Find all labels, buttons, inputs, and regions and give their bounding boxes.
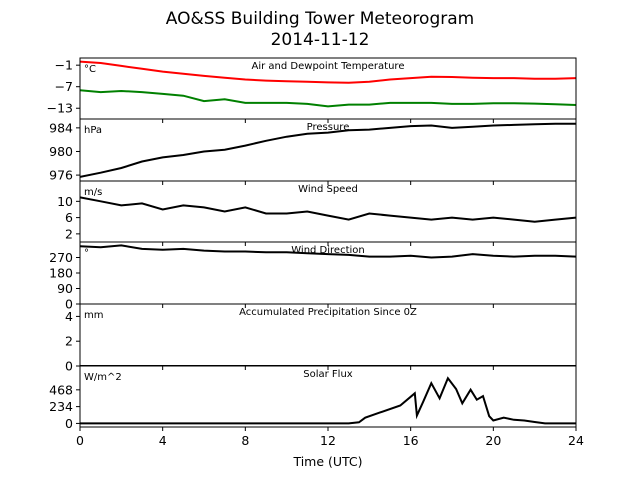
y-tick-label: 10 — [57, 194, 73, 209]
panel-title: Wind Direction — [291, 245, 365, 256]
panel-unit-label: °C — [84, 64, 96, 75]
x-tick-label: 12 — [320, 433, 336, 448]
x-tick-label: 20 — [485, 433, 501, 448]
figure-title: AO&SS Building Tower Meteorogram — [166, 9, 474, 29]
y-tick-label: 4 — [65, 309, 73, 324]
panel-title: Solar Flux — [303, 369, 353, 380]
panel-title: Pressure — [307, 122, 350, 133]
panel-pressure: 976 980 984 Pressure hPa — [49, 118, 577, 185]
series-line-air-and-dewpoint-temperature-1 — [80, 89, 576, 108]
y-tick-label: 468 — [49, 382, 73, 397]
y-tick-label: 180 — [49, 266, 73, 281]
panels-group: −1 −7 −13 Air and Dewpoint Temperature °C 976… — [47, 57, 584, 448]
y-tick-label: 234 — [49, 399, 73, 414]
y-tick-label: 90 — [57, 281, 73, 296]
y-tick-label: 0 — [65, 359, 73, 374]
x-tick-label: 8 — [241, 433, 249, 448]
x-tick-label: 24 — [568, 433, 584, 448]
series-line-pressure-0 — [80, 122, 576, 178]
panel-title: Wind Speed — [298, 184, 358, 195]
y-tick-label: 2 — [65, 334, 73, 349]
series-line-wind-speed-0 — [80, 196, 576, 223]
y-tick-label: 6 — [65, 210, 73, 225]
y-tick-label: 0 — [65, 416, 73, 431]
y-tick-label: −13 — [47, 101, 73, 116]
panel-unit-label: ° — [84, 248, 89, 259]
panel-accumulated-precipitation-since-0z: 0 2 4 Accumulated Precipitation Since 0Z mm — [65, 303, 577, 374]
series-line-wind-direction-0 — [80, 244, 576, 259]
panel-unit-label: mm — [84, 310, 103, 321]
series-line-solar-flux-0 — [80, 376, 576, 425]
figure-subtitle-date: 2014-11-12 — [271, 30, 370, 50]
x-tick-label: 0 — [76, 433, 84, 448]
y-tick-label: 976 — [49, 168, 73, 183]
y-tick-label: 2 — [65, 226, 73, 241]
panel-solar-flux: 0 234 468 0 4 8 12 16 20 24 Solar Flux W/m^2 — [49, 365, 584, 448]
x-tick-label: 4 — [159, 433, 167, 448]
series-line-air-and-dewpoint-temperature-0 — [80, 60, 576, 84]
y-tick-label: −7 — [55, 79, 73, 94]
y-tick-label: −1 — [55, 58, 73, 73]
panel-unit-label: W/m^2 — [84, 372, 122, 383]
panel-air-and-dewpoint-temperature: −1 −7 −13 Air and Dewpoint Temperature °C — [47, 57, 577, 123]
x-tick-label: 16 — [403, 433, 419, 448]
y-tick-label: 270 — [49, 250, 73, 265]
panel-title: Accumulated Precipitation Since 0Z — [239, 307, 417, 318]
panel-title: Air and Dewpoint Temperature — [252, 61, 405, 72]
y-tick-label: 984 — [49, 120, 73, 135]
panel-unit-label: m/s — [84, 187, 102, 198]
y-tick-label: 980 — [49, 144, 73, 159]
y-tick-label: 0 — [65, 297, 73, 312]
x-axis-label: Time (UTC) — [292, 454, 362, 469]
panel-unit-label: hPa — [84, 125, 102, 136]
